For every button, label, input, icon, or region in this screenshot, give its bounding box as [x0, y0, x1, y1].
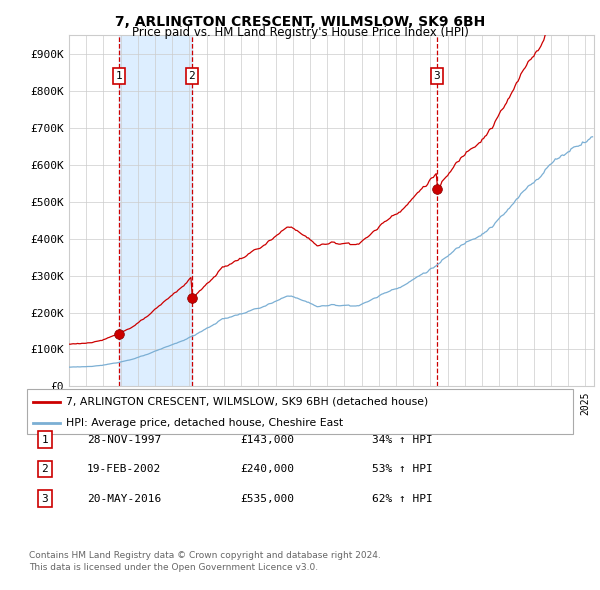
Text: Price paid vs. HM Land Registry's House Price Index (HPI): Price paid vs. HM Land Registry's House … [131, 26, 469, 39]
Text: 1: 1 [116, 71, 122, 81]
Text: 19-FEB-2002: 19-FEB-2002 [87, 464, 161, 474]
Text: 20-MAY-2016: 20-MAY-2016 [87, 494, 161, 503]
Bar [119, 35, 192, 386]
Text: This data is licensed under the Open Government Licence v3.0.: This data is licensed under the Open Gov… [29, 563, 318, 572]
Text: 62% ↑ HPI: 62% ↑ HPI [372, 494, 433, 503]
Text: £143,000: £143,000 [240, 435, 294, 444]
Text: 3: 3 [434, 71, 440, 81]
Text: 28-NOV-1997: 28-NOV-1997 [87, 435, 161, 444]
Text: 53% ↑ HPI: 53% ↑ HPI [372, 464, 433, 474]
Text: 3: 3 [41, 494, 49, 503]
Text: £240,000: £240,000 [240, 464, 294, 474]
Text: 34% ↑ HPI: 34% ↑ HPI [372, 435, 433, 444]
Text: 1: 1 [41, 435, 49, 444]
Text: £535,000: £535,000 [240, 494, 294, 503]
Text: 2: 2 [188, 71, 195, 81]
Text: Contains HM Land Registry data © Crown copyright and database right 2024.: Contains HM Land Registry data © Crown c… [29, 551, 380, 560]
Text: 2: 2 [41, 464, 49, 474]
Text: 7, ARLINGTON CRESCENT, WILMSLOW, SK9 6BH (detached house): 7, ARLINGTON CRESCENT, WILMSLOW, SK9 6BH… [66, 397, 428, 407]
Text: 7, ARLINGTON CRESCENT, WILMSLOW, SK9 6BH: 7, ARLINGTON CRESCENT, WILMSLOW, SK9 6BH [115, 15, 485, 29]
Text: HPI: Average price, detached house, Cheshire East: HPI: Average price, detached house, Ches… [66, 418, 343, 428]
